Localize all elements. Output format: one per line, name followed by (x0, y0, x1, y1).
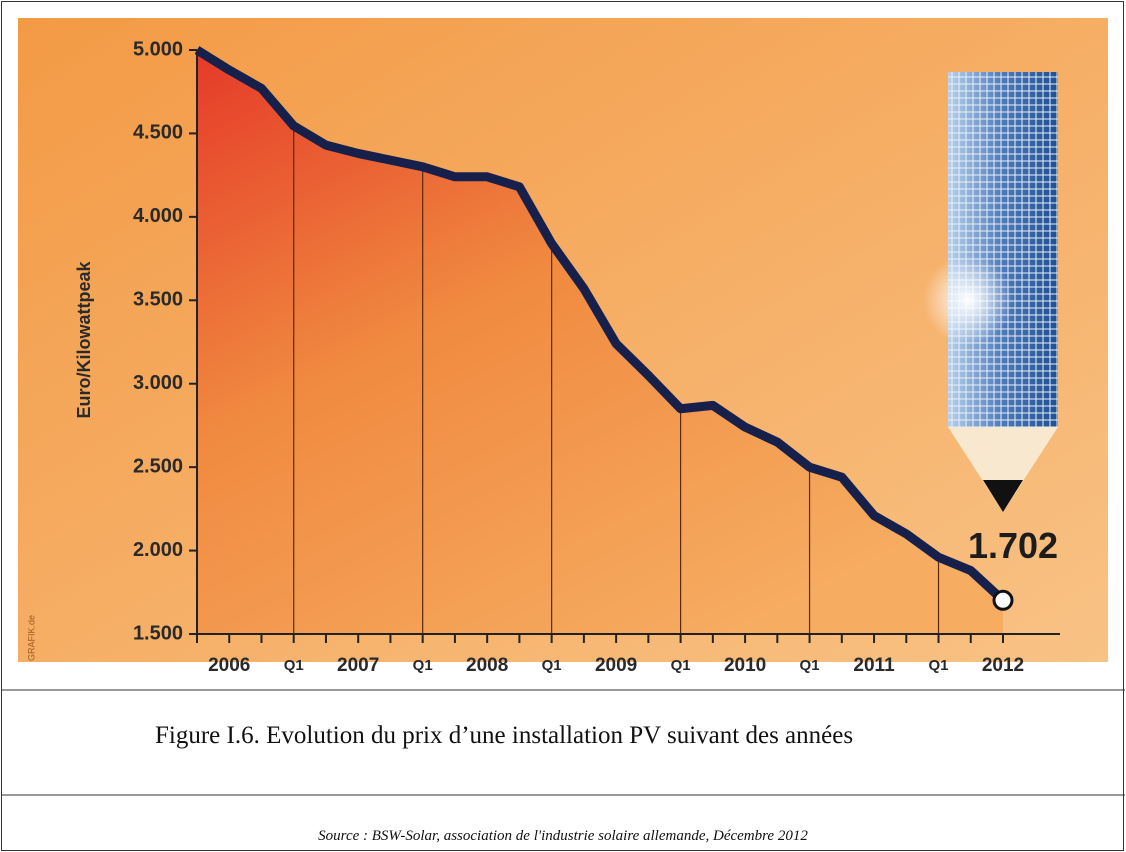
value-label: 1.702 (968, 525, 1058, 566)
x-tick-label: 2007 (337, 655, 379, 676)
x-tick-label: Q1 (800, 657, 820, 674)
pencil (923, 72, 1058, 512)
x-tick-label: 2008 (466, 655, 508, 676)
y-tick-label: 3.500 (133, 289, 183, 311)
x-tick-label: 2011 (853, 655, 895, 676)
x-tick-label: Q1 (671, 657, 691, 674)
x-tick-label: Q1 (542, 657, 562, 674)
y-tick-label: 1.500 (133, 622, 183, 644)
x-tick-label: Q1 (284, 657, 304, 674)
area (197, 50, 1003, 634)
y-tick-label: 2.000 (133, 539, 183, 561)
y-tick-label: 3.000 (133, 372, 183, 394)
caption: Figure I.6. Evolution du prix d’une inst… (155, 722, 854, 749)
source: Source : BSW-Solar, association de l'ind… (318, 828, 808, 844)
line (194, 46, 1007, 604)
end-point (992, 589, 1014, 611)
x-tick-label: 2006 (208, 655, 250, 676)
credit: GRAFIK.de (26, 615, 36, 661)
y-tick-label: 4.000 (133, 205, 183, 227)
x-tick-label: 2009 (595, 655, 637, 676)
y-tick-label: 5.000 (133, 38, 183, 60)
y-axis-label: Euro/Kilowattpeak (74, 261, 94, 419)
x-tick-label: Q1 (929, 657, 949, 674)
x-tick-label: Q1 (413, 657, 433, 674)
y-tick-label: 4.500 (133, 122, 183, 144)
x-tick-label: 2012 (982, 655, 1024, 676)
y-tick-label: 2.500 (133, 455, 183, 477)
x-tick-label: 2010 (724, 655, 766, 676)
